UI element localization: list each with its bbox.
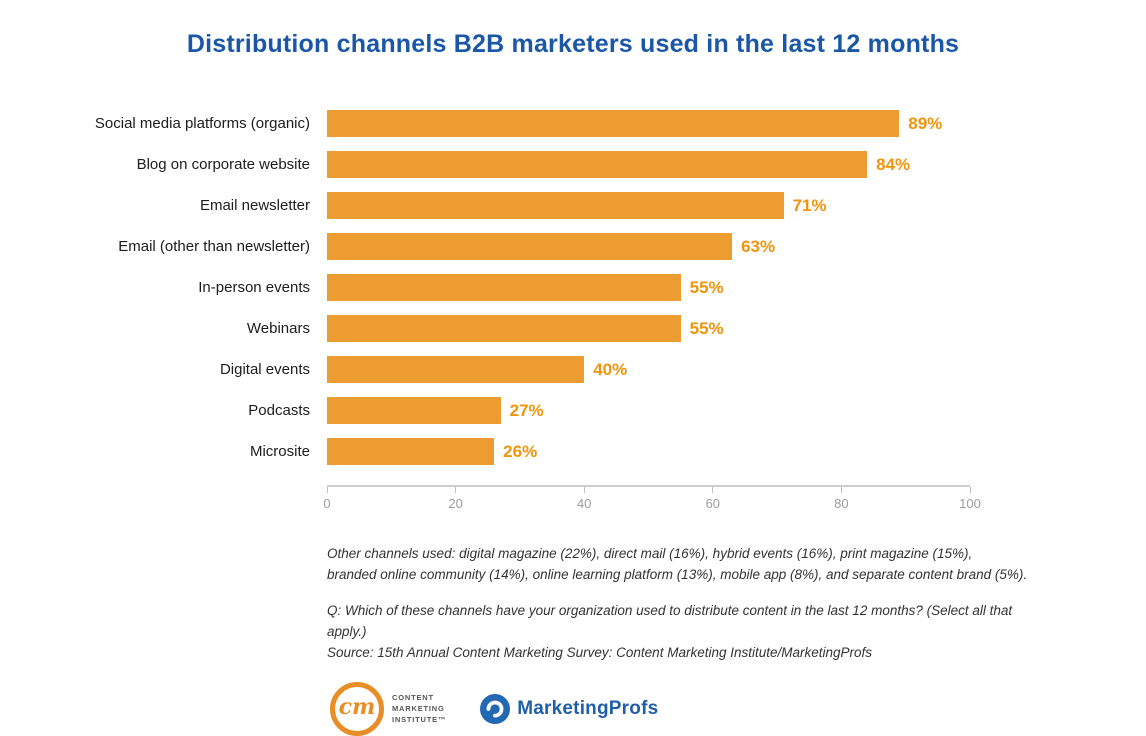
axis-tick-label: 20	[448, 496, 463, 511]
bar-track: 27%	[327, 397, 970, 424]
footnotes: Other channels used: digital magazine (2…	[327, 543, 1047, 664]
category-label: In-person events	[198, 279, 310, 296]
value-label: 27%	[509, 400, 544, 420]
other-channels-note: Other channels used: digital magazine (2…	[327, 543, 1047, 586]
bar-row: Email (other than newsletter) 63%	[60, 226, 1146, 267]
value-label: 63%	[741, 236, 776, 256]
bar	[327, 151, 868, 178]
axis-spacer	[60, 485, 310, 517]
survey-question: Q: Which of these channels have your org…	[327, 602, 1013, 639]
value-label: 55%	[689, 318, 724, 338]
category-label: Webinars	[246, 320, 310, 337]
survey-source: Source: 15th Annual Content Marketing Su…	[327, 645, 873, 661]
axis-tick-label: 80	[834, 496, 849, 511]
other-channels-line1: Other channels used: digital magazine (2…	[327, 546, 973, 561]
category-label: Email (other than newsletter)	[118, 238, 310, 255]
marketingprofs-logo: MarketingProfs	[480, 693, 659, 724]
bar	[327, 438, 495, 465]
bar-track: 55%	[327, 315, 970, 342]
bar-track: 89%	[327, 110, 970, 137]
cmi-initials: cm	[338, 694, 376, 721]
survey-note: Q: Which of these channels have your org…	[327, 600, 1047, 664]
bar-row: Social media platforms (organic) 89%	[60, 103, 1146, 144]
footer-logos: cm CONTENT MARKETING INSTITUTE™ Marketin…	[330, 681, 1146, 736]
category-label: Email newsletter	[199, 197, 310, 214]
cmi-wordmark: CONTENT MARKETING INSTITUTE™	[392, 692, 446, 726]
marketingprofs-swirl-icon	[480, 693, 511, 724]
bar	[327, 233, 733, 260]
bar	[327, 315, 681, 342]
bar	[327, 397, 501, 424]
value-label: 84%	[876, 154, 911, 174]
axis-tick-label: 60	[705, 496, 721, 511]
bar-track: 40%	[327, 356, 970, 383]
bar-row: Podcasts 27%	[60, 390, 1146, 431]
axis-tick-label: 100	[959, 496, 981, 511]
bar-track: 55%	[327, 274, 970, 301]
value-label: 71%	[792, 195, 827, 215]
category-label: Digital events	[219, 361, 310, 378]
axis-row: 0 20 40 60 80 100	[60, 485, 1146, 517]
bar	[327, 274, 681, 301]
bar-chart: Social media platforms (organic) 89% Blog …	[60, 103, 1146, 517]
axis-tick-label: 0	[323, 496, 331, 511]
marketingprofs-wordmark: MarketingProfs	[517, 697, 659, 719]
cmi-logo: cm CONTENT MARKETING INSTITUTE™	[330, 681, 446, 736]
x-axis: 0 20 40 60 80 100	[323, 485, 981, 517]
cmi-line-content: CONTENT	[392, 692, 434, 702]
bar-rows: Social media platforms (organic) 89% Blog …	[60, 103, 1146, 472]
value-label: 55%	[689, 277, 724, 297]
bar-row: Blog on corporate website 84%	[60, 144, 1146, 185]
bar-row: Webinars 55%	[60, 308, 1146, 349]
bar	[327, 192, 784, 219]
value-label: 26%	[503, 441, 538, 461]
cmi-circle-icon: cm	[330, 681, 384, 736]
bar-row: Digital events 40%	[60, 349, 1146, 390]
other-channels-line2: branded online community (14%), online l…	[327, 567, 1028, 583]
category-label: Social media platforms (organic)	[94, 115, 310, 132]
axis-tick-label: 40	[576, 496, 592, 511]
bar-row: Email newsletter 71%	[60, 185, 1146, 226]
bar	[327, 356, 585, 383]
category-label: Microsite	[249, 443, 310, 460]
bar-track: 26%	[327, 438, 970, 465]
bar-track: 63%	[327, 233, 970, 260]
bar-track: 84%	[327, 151, 970, 178]
bar-track: 71%	[327, 192, 970, 219]
category-label: Blog on corporate website	[136, 156, 310, 173]
bar-row: In-person events 55%	[60, 267, 1146, 308]
value-label: 40%	[593, 359, 628, 379]
category-label: Podcasts	[248, 402, 310, 419]
bar	[327, 110, 900, 137]
cmi-line-marketing: MARKETING	[392, 704, 445, 714]
value-label: 89%	[908, 113, 943, 133]
chart-title: Distribution channels B2B marketers used…	[186, 30, 960, 58]
cmi-line-institute: INSTITUTE™	[392, 715, 447, 725]
bar-row: Microsite 26%	[60, 431, 1146, 472]
